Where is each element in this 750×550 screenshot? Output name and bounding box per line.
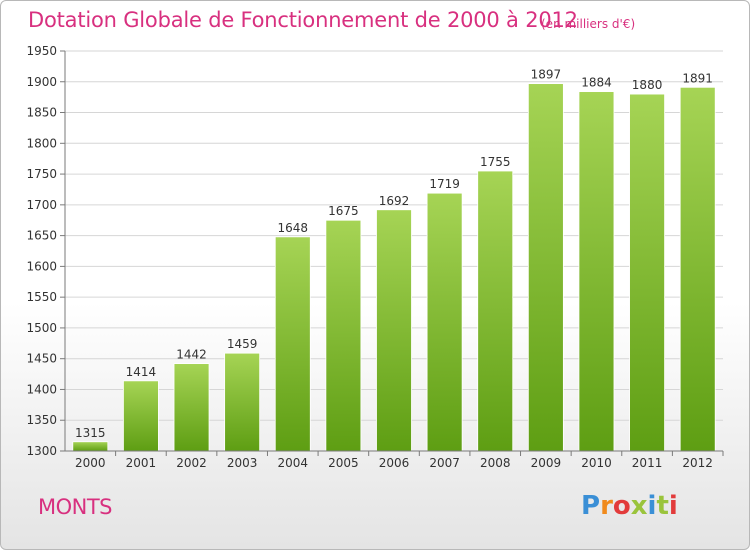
bar-value-label: 1719 [429,177,460,191]
y-tick-label: 1950 [26,44,57,58]
bar-value-label: 1692 [379,194,410,208]
x-tick-label: 2012 [682,456,713,470]
y-tick-label: 1600 [26,259,57,273]
bar-value-label: 1315 [75,426,106,440]
x-tick-label: 2008 [480,456,511,470]
bar-value-label: 1891 [682,71,713,85]
logo-letter: P [581,491,601,521]
x-tick-label: 2000 [75,456,106,470]
bar-2012 [679,86,716,452]
bar-2000 [72,441,109,452]
proxiti-logo: Proxiti [581,491,678,521]
y-tick-label: 1800 [26,136,57,150]
logo-letter: x [630,491,648,521]
x-tick-label: 2005 [328,456,359,470]
y-tick-label: 1350 [26,413,57,427]
y-tick-label: 1850 [26,106,57,120]
bar-value-label: 1459 [227,337,258,351]
bar-value-label: 1648 [277,221,308,235]
x-tick-label: 2009 [531,456,562,470]
x-tick-label: 2011 [632,456,663,470]
bar-2011 [629,93,665,452]
x-tick-label: 2007 [429,456,460,470]
bar-value-label: 1884 [581,76,612,90]
y-tick-label: 1500 [26,321,57,335]
y-tick-label: 1900 [26,75,57,89]
commune-name: MONTS [38,495,113,519]
bar-2006 [376,209,412,452]
x-tick-label: 2010 [581,456,612,470]
bar-2004 [274,236,311,452]
axes [60,50,724,456]
x-tick-label: 2004 [277,456,308,470]
y-tick-label: 1450 [26,352,57,366]
bar-value-label: 1897 [531,68,562,82]
bar-value-label: 1675 [328,204,359,218]
bar-2010 [578,91,615,452]
logo-letter: i [668,491,678,521]
chart-subtitle: (en milliers d'€) [541,17,636,31]
y-tick-label: 1650 [26,229,57,243]
x-tick-label: 2006 [379,456,410,470]
bar-value-label: 1880 [632,78,663,92]
bar-value-label: 1755 [480,155,511,169]
logo-letter: o [612,491,631,521]
bar-2009 [527,83,564,452]
x-tick-label: 2003 [227,456,258,470]
chart-title: Dotation Globale de Fonctionnement de 20… [28,8,578,32]
x-tick-label: 2001 [126,456,157,470]
x-tick-label: 2002 [176,456,207,470]
logo-letter: t [656,491,669,521]
y-tick-label: 1550 [26,290,57,304]
bar-2008 [477,170,514,452]
bar-value-label: 1414 [126,365,157,379]
bars [72,83,716,452]
bar-value-label: 1442 [176,348,207,362]
logo-letter: r [600,491,613,521]
y-tick-label: 1700 [26,198,57,212]
y-tick-label: 1750 [26,167,57,181]
y-tick-label: 1300 [26,444,57,458]
bar-2001 [123,380,159,452]
bar-2005 [325,219,362,452]
bar-2007 [426,192,463,452]
labels: 1300 1350 1400 1450 1500 1550 1600 1650 1700 1750… [26,44,713,470]
y-tick-label: 1400 [26,382,57,396]
logo-letter: i [647,491,657,521]
bar-2002 [173,363,210,452]
bar-2003 [224,352,261,452]
